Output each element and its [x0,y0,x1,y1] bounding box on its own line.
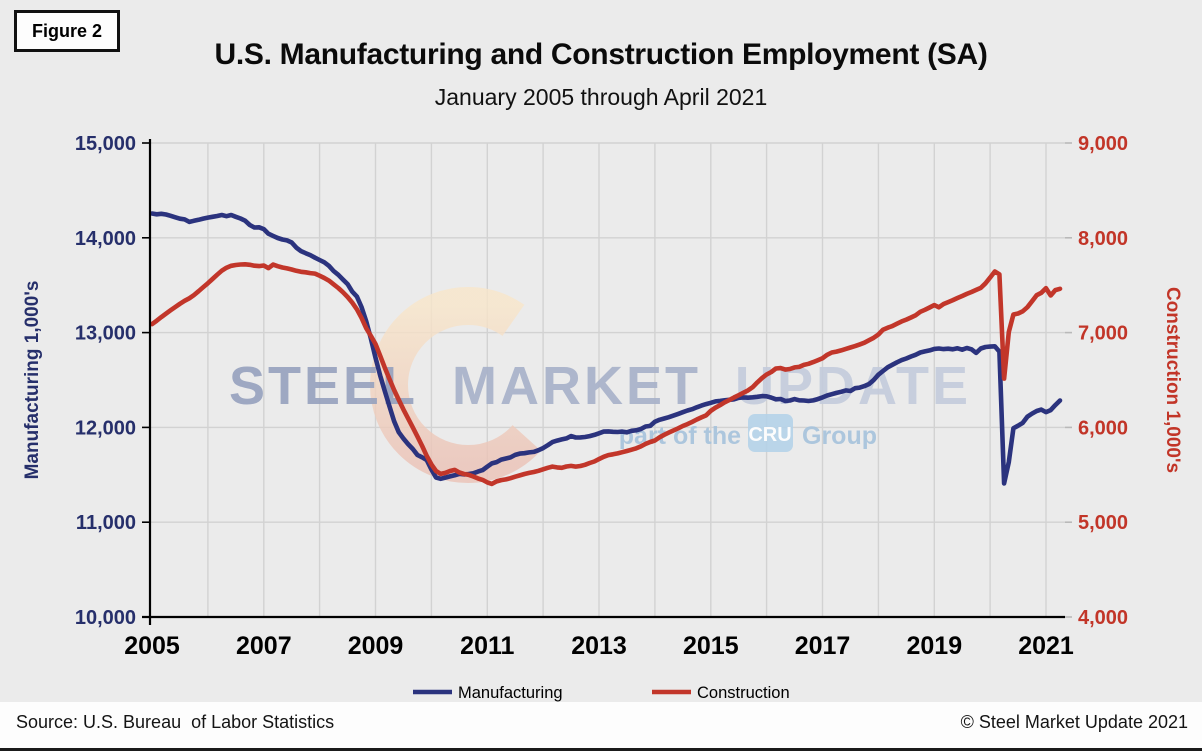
series-construction [149,261,1063,487]
right-axis-tick-label: 5,000 [1078,512,1128,534]
series-manufacturing [149,211,1063,486]
watermark-text: STEEL MARKET UPDATE part of the CRU Grou… [229,356,971,452]
left-axis-tick-label: 13,000 [75,323,136,345]
figure-label-box: Figure 2 [14,10,120,52]
x-axis-tick-label: 2015 [683,632,739,660]
right-axis-tick-label: 6,000 [1078,417,1128,439]
cru-badge-label: CRU [748,424,791,446]
bottom-border [0,748,1202,751]
x-axis-tick-label: 2019 [906,632,962,660]
x-axis-tick-label: 2013 [571,632,627,660]
smu-logo-watermark [370,287,566,483]
watermark-word-market: MARKET [452,356,701,416]
x-axis-tick-label: 2005 [124,632,180,660]
left-axis-tick-label: 11,000 [76,512,136,534]
right-axis-tick-label: 8,000 [1078,228,1128,250]
left-axis-tick-label: 14,000 [75,228,136,250]
x-axis-tick-label: 2007 [236,632,292,660]
svg-text:STEEL MARKET U: STEEL MARKET UPDATE [229,356,971,416]
chart-subtitle: January 2005 through April 2021 [434,84,768,110]
source-note: Source: U.S. Bureau of Labor Statistics [16,712,335,732]
x-axis-tick-label: 2011 [460,632,514,660]
watermark-tagline-suffix: Group [802,422,877,450]
right-axis-title: Construction 1,000's [1162,287,1183,473]
left-axis-tick-label: 10,000 [75,607,136,629]
chart-title: U.S. Manufacturing and Construction Empl… [214,38,988,71]
legend-label: Construction [697,684,790,702]
x-axis-tick-label: 2021 [1018,632,1074,660]
left-axis-tick-label: 15,000 [75,133,136,155]
watermark-word-update: UPDATE [735,356,971,416]
copyright-note: © Steel Market Update 2021 [960,712,1188,732]
gridlines [142,142,1072,618]
legend-label: Manufacturing [458,684,563,702]
axis-labels: 15,000 14,000 13,000 12,000 11,000 10,000 9,00… [75,133,1128,702]
cru-badge [748,414,793,452]
data-series [149,211,1063,487]
right-axis-tick-label: 7,000 [1078,323,1128,345]
x-axis-tick-label: 2017 [795,632,851,660]
legend-item-construction: Construction [652,684,790,702]
right-axis-tick-label: 4,000 [1078,607,1128,629]
left-axis-tick-label: 12,000 [75,417,136,439]
axes [142,139,1065,625]
right-axis-tick-label: 9,000 [1078,133,1128,155]
figure-label: Figure 2 [31,20,102,41]
legend-item-manufacturing: Manufacturing [413,684,563,702]
footer-band [0,702,1202,748]
left-axis-title: Manufacturing 1,000's [22,281,43,480]
x-axis-tick-label: 2009 [348,632,404,660]
